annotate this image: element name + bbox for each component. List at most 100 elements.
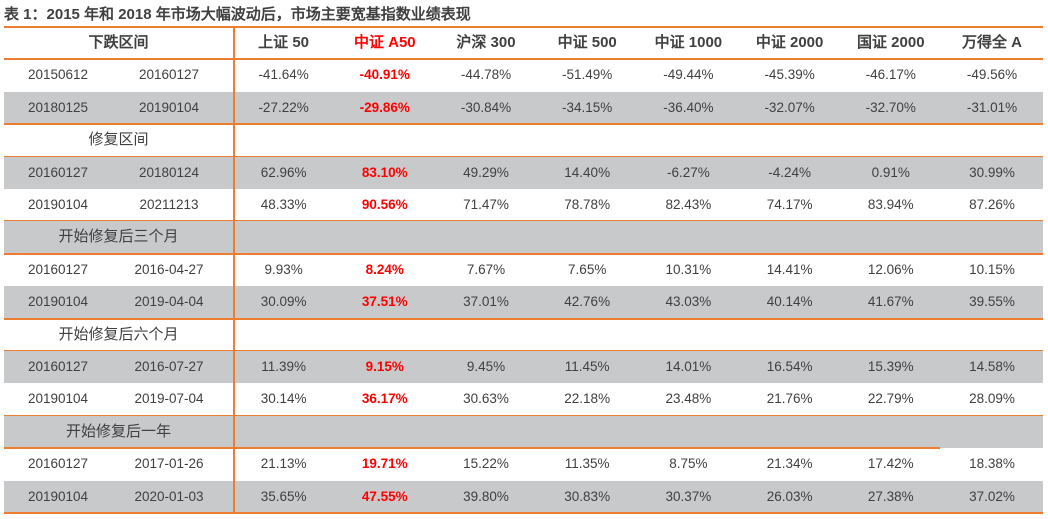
divider-line [4,123,1043,126]
column-header: 国证 2000 [857,34,925,51]
value-cell: 48.33% [260,197,307,212]
start-date: 20160127 [27,456,89,472]
section-label: 开始修复后三个月 [58,228,179,246]
value-cell: 90.56% [361,197,408,212]
value-cell: 83.94% [867,197,914,212]
value-cell: 15.39% [867,359,914,374]
value-cell: 7.65% [568,261,607,277]
value-cell: -36.40% [663,99,714,115]
value-cell: 11.35% [564,456,610,472]
value-cell: 10.31% [665,261,712,277]
value-cell: 18.38% [969,456,1015,472]
value-cell: 39.55% [969,294,1015,310]
start-date: 20160127 [27,261,89,277]
column-header: 万得全 A [961,34,1022,51]
value-cell: -29.86% [359,99,410,115]
table-row: 20160127 2017-01-26 21.13% 19.71% 15.22% 11.3… [4,448,1043,480]
value-cell: 10.15% [969,261,1015,277]
value-cell: 21.13% [260,456,307,472]
start-date: 20180125 [27,99,89,115]
value-cell: 8.75% [669,456,708,472]
divider-line [4,58,1043,61]
column-header: 沪深 300 [456,34,516,51]
period-header: 下跌区间 [88,34,149,51]
value-cell: 83.10% [361,164,408,180]
value-cell: -44.78% [460,67,512,83]
value-cell: 74.17% [766,197,813,212]
divider-line [4,317,1043,320]
value-cell: 37.51% [361,294,408,310]
section-row: 开始修复后六个月 [4,319,1043,351]
value-cell: 11.39% [261,359,306,374]
end-date: 20211213 [139,197,199,212]
value-cell: 21.76% [766,391,813,407]
value-cell: 8.24% [365,261,404,277]
end-date: 20190104 [138,99,200,115]
start-date: 20190104 [27,197,89,212]
table-title: 表 1：2015 年和 2018 年市场大幅波动后，市场主要宽基指数业绩表现 [4,6,471,23]
divider-line [4,26,1043,28]
end-date: 2019-04-04 [134,294,204,310]
column-header: 中证 1000 [654,34,723,51]
value-cell: 9.15% [365,359,404,374]
value-cell: 19.71% [361,456,408,472]
value-cell: 23.48% [665,391,712,407]
start-date: 20160127 [27,164,89,180]
value-cell: 49.29% [463,164,509,180]
value-cell: 30.09% [260,294,307,310]
start-date: 20190104 [27,391,89,407]
value-cell: 9.93% [264,261,303,277]
value-cell: 30.99% [969,164,1015,180]
section-label: 修复区间 [88,131,149,149]
section-row: 开始修复后三个月 [4,221,1043,254]
value-cell: 82.43% [665,197,712,212]
divider-line [4,252,1043,255]
value-cell: -32.70% [865,99,916,115]
table-row: 20160127 2016-04-27 9.93% 8.24% 7.67% 7.65% 10… [4,254,1043,286]
value-cell: 14.41% [766,261,813,277]
end-date: 20160127 [138,67,200,83]
end-date: 2016-04-27 [134,261,204,277]
value-cell: 11.45% [564,359,610,374]
value-cell: 37.01% [463,294,509,310]
value-cell: 30.37% [665,488,712,504]
value-cell: 7.67% [466,261,506,277]
value-cell: 71.47% [463,197,509,212]
table-row: 20160127 20180124 62.96% 83.10% 49.29% 14.40%… [4,156,1043,189]
value-cell: 16.54% [766,359,813,374]
value-cell: -41.64% [258,67,309,83]
value-cell: 12.06% [867,261,914,277]
end-date: 2016-07-27 [134,359,204,374]
table-row: 20190104 20211213 48.33% 90.56% 71.47% 78.78%… [4,189,1043,221]
section-label: 开始修复后六个月 [58,325,179,343]
end-date: 2019-07-04 [134,391,204,407]
value-cell: -46.17% [865,67,916,83]
start-date: 20160127 [27,359,89,374]
end-date: 20180124 [138,164,200,180]
value-cell: -45.39% [764,67,815,83]
table-row: 20160127 2016-07-27 11.39% 9.15% 9.45% 11.45%… [4,351,1043,383]
start-date: 20190104 [27,294,89,310]
value-cell: 40.14% [766,294,813,310]
column-header: 中证 A50 [353,34,416,51]
value-cell: 36.17% [361,391,408,407]
value-cell: 37.02% [969,488,1015,504]
value-cell: 62.96% [260,164,307,180]
value-cell: -40.91% [359,67,410,83]
value-cell: 28.09% [969,391,1015,407]
divider-line [4,447,940,450]
value-cell: 47.55% [361,488,408,504]
value-cell: -51.49% [562,67,613,83]
table-row: 20180125 20190104 -27.22% -29.86% -30.84% -34… [4,91,1043,124]
value-cell: 43.03% [665,294,712,310]
value-cell: 0.91% [871,164,910,180]
section-row: 修复区间 [4,124,1043,156]
value-cell: 14.01% [665,359,712,374]
value-cell: -49.56% [966,67,1018,83]
value-cell: 26.03% [766,488,813,504]
value-cell: 15.22% [463,456,509,472]
value-cell: 22.79% [867,391,914,407]
value-cell: 39.80% [463,488,509,504]
column-header: 中证 2000 [755,34,824,51]
value-cell: 35.65% [260,488,307,504]
